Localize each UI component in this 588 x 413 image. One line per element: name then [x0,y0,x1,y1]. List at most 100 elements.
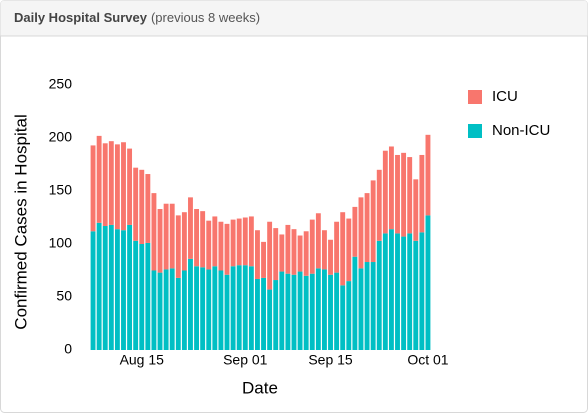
bar-segment [230,219,236,267]
bar-segment [157,209,163,273]
bar-segment [297,271,303,350]
bar-segment [108,224,114,350]
x-tick-label: Aug 15 [120,352,165,368]
bar-segment [370,180,376,263]
y-tick-label: 150 [49,182,73,198]
bar-segment [303,275,309,350]
bar-segment [102,143,108,226]
panel-subtitle: (previous 8 weeks) [151,10,260,25]
bar-segment [407,157,413,234]
bar-segment [90,145,96,232]
bar-segment [169,203,175,269]
bar-segment [328,274,333,350]
bar-segment [328,239,333,275]
bar-segment [230,266,236,350]
bar-segment [279,271,285,350]
bar-segment [236,218,242,266]
bar-segment [90,231,96,350]
bar-segment [309,219,315,274]
bar-segment [151,270,157,350]
legend-swatch [468,90,482,104]
bar-segment [340,285,346,350]
bar-segment [352,206,358,257]
bar-segment [139,169,145,244]
bar-segment [175,277,181,350]
bar-segment [194,209,200,267]
bar-segment [364,262,370,350]
x-tick-label: Sep 15 [308,352,353,368]
bar-segment [200,267,206,350]
bar-segment [206,269,212,350]
bar-segment [96,135,102,223]
bar-segment [376,240,382,350]
x-tick-label: Sep 01 [223,352,268,368]
bar-segment [212,266,218,350]
bar-segment [321,269,327,350]
bar-segment [388,146,394,230]
bar-segment [395,154,400,234]
bar-segment [248,266,254,350]
bar-segment [96,222,102,350]
legend-label: ICU [492,88,518,105]
bar-segment [315,213,321,269]
panel-header [0,0,588,36]
bar-segment [401,152,407,237]
bar-segment [346,218,352,282]
bar-segment [108,141,114,225]
bar-segment [151,193,157,271]
bar-segment [255,278,260,350]
bar-segment [163,203,169,270]
bar-segment [321,230,327,270]
bar-segment [224,223,230,275]
bar-segment [334,221,340,273]
bar-segment [212,216,218,267]
legend-label: Non-ICU [492,122,550,139]
bar-segment [425,134,431,216]
bar-segment [114,144,120,230]
bar-segment [358,197,364,269]
legend-swatch [468,124,482,138]
bar-segment [224,274,230,350]
bar-segment [413,179,419,241]
bar-segment [200,211,206,268]
bar-segment [401,236,407,350]
bar-segment [285,224,291,274]
bar-segment [267,221,273,290]
bar-segment [407,233,413,350]
bar-segment [261,277,266,350]
bar-segment [242,265,248,350]
bar-segment [114,229,120,350]
bar-segment [206,220,212,270]
bar-segment [382,233,388,350]
bar-segment [382,150,388,234]
y-tick-label: 100 [49,235,73,251]
panel-title-main: Daily Hospital Survey [14,10,148,25]
bar-segment [145,174,151,243]
bar-segment [370,262,376,350]
bar-segment [364,193,370,263]
bar-segment [291,229,297,275]
panel-title: Daily Hospital Survey (previous 8 weeks) [14,10,260,25]
bar-segment [194,266,200,350]
bar-segment [181,212,187,271]
bar-segment [261,241,266,278]
bar-segment [163,269,169,350]
bar-segment [291,274,297,350]
bar-segment [303,231,309,276]
bar-segment [121,230,126,350]
bar-segment [388,229,394,350]
bar-segment [273,280,279,350]
y-tick-label: 250 [49,76,73,92]
bar-segment [188,197,193,259]
bar-segment [181,270,187,350]
y-tick-label: 200 [49,129,73,145]
bar-segment [133,240,139,350]
x-tick-label: Oct 01 [407,352,448,368]
bar-segment [127,224,133,350]
bar-segment [121,142,126,231]
bar-segment [285,273,291,350]
bar-segment [279,234,285,272]
bar-segment [248,216,254,267]
bar-segment [127,148,133,225]
